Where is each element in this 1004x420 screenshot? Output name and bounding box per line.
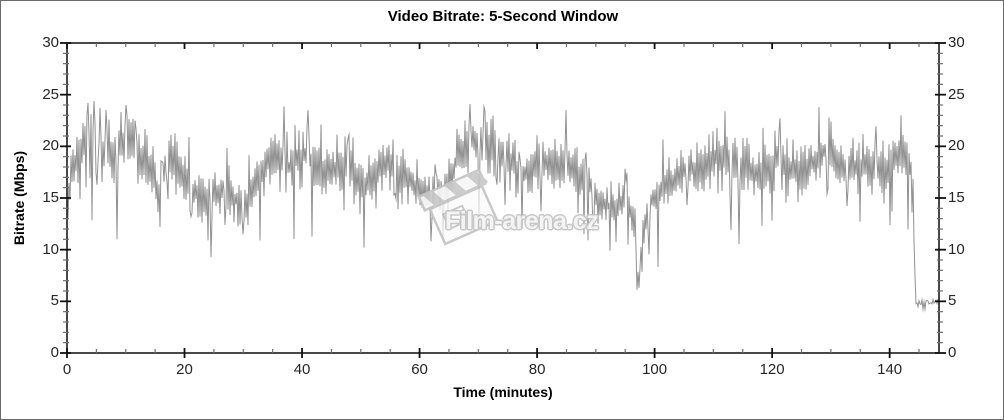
y-tick-label-left: 15: [42, 189, 59, 206]
y-tick-label-left: 30: [42, 34, 59, 51]
y-tick-label-right: 5: [948, 292, 957, 310]
y-tick-label-left: 0: [50, 344, 59, 361]
y-tick-label-left: 25: [42, 85, 59, 103]
x-tick-label: 60: [411, 361, 428, 378]
y-tick-label-left: 10: [42, 240, 59, 258]
y-tick-label-right: 25: [948, 85, 965, 103]
y-tick-label-right: 30: [948, 34, 965, 51]
x-tick-label: 140: [877, 361, 903, 378]
x-tick-label: 40: [293, 361, 311, 378]
x-tick-label: 0: [62, 361, 72, 378]
chart-title: Video Bitrate: 5-Second Window: [387, 8, 619, 25]
x-axis-label: Time (minutes): [453, 384, 553, 400]
y-tick-label-right: 10: [948, 240, 965, 258]
x-tick-label: 20: [176, 361, 193, 378]
x-tick-label: 80: [528, 361, 546, 378]
y-tick-label-right: 15: [948, 189, 965, 206]
y-tick-label-left: 20: [42, 137, 59, 155]
x-tick-label: 100: [642, 361, 668, 378]
y-tick-label-right: 0: [948, 344, 957, 361]
x-tick-label: 120: [759, 361, 785, 378]
y-tick-label-left: 5: [50, 292, 59, 310]
y-tick-label-right: 20: [948, 137, 965, 155]
